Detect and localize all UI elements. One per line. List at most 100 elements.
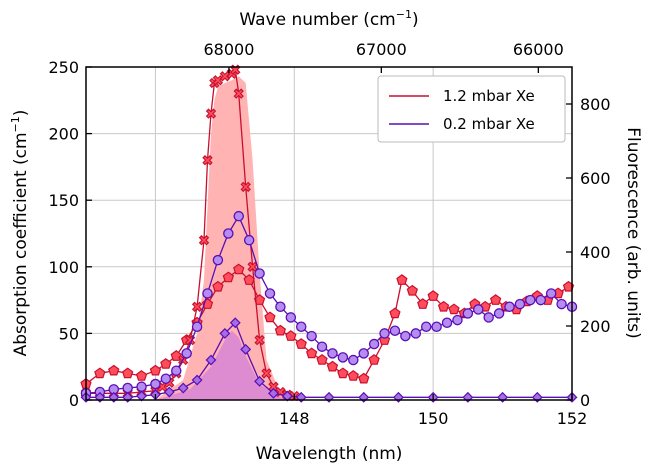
y-left-tick-label-0: 0 bbox=[69, 391, 79, 410]
series-3-point-9 bbox=[205, 354, 217, 366]
series-2-point-14 bbox=[243, 234, 255, 246]
y-right-axis-title: Fluorescence (arb. units) bbox=[623, 127, 643, 338]
series-2-point-43 bbox=[545, 288, 557, 299]
series-2-point-44 bbox=[556, 298, 567, 310]
series-3-point-12 bbox=[240, 343, 252, 355]
series-0-point-24 bbox=[347, 370, 359, 381]
y-right-tick-label-4: 800 bbox=[580, 95, 611, 114]
top-axis-title-sup: −1 bbox=[396, 8, 412, 21]
series-0-point-22 bbox=[326, 360, 339, 372]
series-2-point-12 bbox=[223, 228, 234, 239]
series-0-point-21 bbox=[316, 354, 328, 365]
series-0-point-11 bbox=[212, 280, 224, 292]
axes: 146 148 150 152 68000 67000 66000 0 50 100 150 200 2… bbox=[48, 40, 610, 428]
y-left-tick-label-5: 250 bbox=[48, 58, 79, 77]
series-3-point-14 bbox=[268, 387, 279, 399]
series-2-point-20 bbox=[306, 330, 317, 342]
x-tick-label-0: 146 bbox=[140, 409, 171, 428]
series-1-point-21 bbox=[240, 181, 251, 193]
fill-areas bbox=[86, 76, 572, 401]
series-3-point-13 bbox=[254, 375, 266, 387]
series-0-point-19 bbox=[295, 338, 307, 349]
series-0-line bbox=[85, 268, 569, 385]
series-3-point-10 bbox=[219, 327, 231, 339]
series-2-point-31 bbox=[420, 321, 432, 332]
series-2-point-38 bbox=[493, 308, 505, 319]
x-tick-label-3: 152 bbox=[557, 409, 588, 428]
series-0-point-33 bbox=[437, 300, 450, 312]
series-0-point-29 bbox=[396, 274, 408, 285]
series-0-point-13 bbox=[233, 263, 245, 275]
series-2-point-32 bbox=[431, 321, 442, 332]
y-left-tick-label-2: 100 bbox=[48, 258, 79, 277]
series-2-point-10 bbox=[202, 288, 213, 299]
series-2-point-35 bbox=[462, 308, 474, 319]
top-tick-label-2: 66000 bbox=[513, 40, 564, 59]
legend-box bbox=[377, 75, 566, 143]
y-right-tick-label-3: 600 bbox=[580, 169, 611, 188]
series-2-point-30 bbox=[410, 328, 422, 339]
series-2-line bbox=[85, 214, 573, 394]
series-0-point-32 bbox=[427, 290, 439, 301]
series-2-point-36 bbox=[473, 304, 484, 315]
series-2-point-24 bbox=[348, 354, 359, 366]
series-2-point-42 bbox=[535, 294, 547, 306]
series-2-point-34 bbox=[452, 314, 463, 326]
series-0-point-18 bbox=[285, 330, 297, 341]
series-2-point-11 bbox=[212, 254, 224, 266]
series-0-point-25 bbox=[358, 372, 370, 384]
series-2-point-8 bbox=[181, 348, 192, 359]
series-0-point-17 bbox=[274, 324, 286, 336]
series-2-point-5 bbox=[150, 378, 161, 390]
y-right-tick-label-0: 0 bbox=[580, 391, 590, 410]
series-2-point-26 bbox=[368, 338, 380, 350]
series-2-point-23 bbox=[337, 352, 349, 363]
series-0-point-6 bbox=[160, 358, 172, 369]
series-0-point-30 bbox=[406, 284, 419, 296]
series-1-point-20 bbox=[233, 88, 244, 99]
series-2-point-15 bbox=[254, 268, 265, 279]
series-0-point-1 bbox=[94, 367, 106, 379]
series-3-point-6 bbox=[163, 386, 175, 398]
series-1-point-16 bbox=[212, 75, 224, 86]
series-2-point-27 bbox=[379, 328, 390, 339]
y-left-tick-label-4: 200 bbox=[48, 125, 79, 144]
series-0-point-5 bbox=[149, 364, 162, 376]
series-0-point-12 bbox=[222, 271, 235, 283]
series-3-point-11 bbox=[229, 317, 241, 329]
top-axis-title-end: ) bbox=[412, 10, 419, 30]
y-left-axis-title-main: Absorption coefficient (cm bbox=[11, 132, 31, 356]
series-2-point-9 bbox=[191, 321, 203, 332]
series-0-point-20 bbox=[305, 347, 318, 359]
series-2-point-17 bbox=[275, 301, 286, 313]
series-2-point-39 bbox=[504, 301, 515, 313]
series-0-point-31 bbox=[417, 298, 429, 309]
y-left-axis-title: Absorption coefficient (cm−1) bbox=[9, 110, 31, 357]
series-2-point-6 bbox=[160, 373, 172, 384]
series-1-point-11 bbox=[191, 301, 203, 312]
series-2-point-25 bbox=[358, 348, 369, 359]
series-2-point-7 bbox=[171, 365, 182, 376]
series-1-point-12 bbox=[198, 235, 210, 246]
y-left-axis-title-sup: −1 bbox=[9, 116, 22, 132]
series-2-point-41 bbox=[525, 294, 536, 306]
fill-area-low bbox=[86, 330, 572, 400]
y-right-tick-label-2: 400 bbox=[580, 243, 611, 262]
y-right-tick-label-1: 200 bbox=[580, 317, 611, 336]
series-0-point-3 bbox=[121, 367, 134, 379]
series-2-point-37 bbox=[483, 312, 494, 323]
series-3-point-7 bbox=[177, 382, 189, 394]
legend-label-low: 0.2 mbar Xe bbox=[443, 115, 535, 133]
legend-label-high: 1.2 mbar Xe bbox=[443, 87, 535, 105]
series-2-point-18 bbox=[285, 312, 297, 323]
series-2-point-21 bbox=[316, 341, 328, 352]
series-2-point-4 bbox=[136, 381, 147, 392]
y-left-axis-title-end: ) bbox=[11, 110, 31, 117]
series-2-point-33 bbox=[441, 317, 453, 328]
series-0-point-26 bbox=[368, 354, 380, 365]
x-axis-title: Wavelength (nm) bbox=[256, 444, 403, 464]
top-axis-title-main: Wave number (cm bbox=[239, 10, 395, 30]
top-tick-label-0: 68000 bbox=[203, 40, 254, 59]
series-2-point-40 bbox=[514, 298, 526, 310]
